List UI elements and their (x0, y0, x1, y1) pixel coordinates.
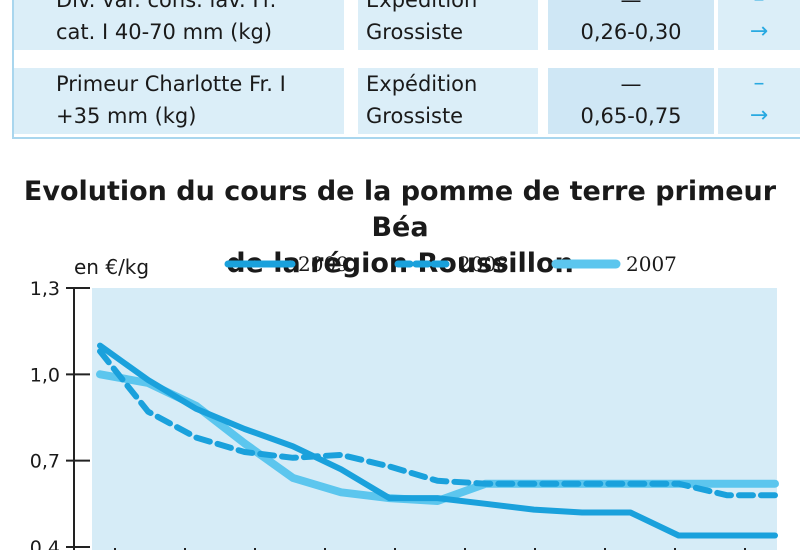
stage-label: Grossiste (366, 20, 464, 44)
price-value: 0,26-0,30 (580, 20, 682, 44)
table-bottom-rule (12, 137, 800, 139)
table-row-product: Div. var. cons. lav. Fr. cat. I 40-70 mm… (14, 0, 344, 50)
product-line: cat. I 40-70 mm (kg) (56, 20, 273, 44)
table-row-product: Primeur Charlotte Fr. I +35 mm (kg) (14, 68, 344, 134)
legend-label: 2008 (458, 252, 509, 276)
table-row-price: — 0,65-0,75 (548, 68, 714, 134)
series-line-2008 (97, 348, 778, 499)
series-line-2009 (97, 342, 778, 539)
price-value: 0,65-0,75 (580, 104, 682, 128)
trend-arrow-icon: → (749, 103, 769, 128)
table-row-trend: – → (718, 68, 800, 134)
product-line: Primeur Charlotte Fr. I (56, 72, 286, 96)
chart-title-line: Evolution du cours de la pomme de terre … (23, 176, 777, 243)
price-value: — (620, 0, 642, 12)
trend-arrow-icon: → (749, 19, 769, 44)
legend-label: 2007 (626, 252, 677, 276)
table-left-rule (12, 0, 14, 138)
table-row-price: — 0,26-0,30 (548, 0, 714, 50)
price-value: — (620, 72, 642, 96)
table-row-stage: Expédition Grossiste (358, 68, 538, 134)
plot-area (92, 288, 777, 550)
y-tick-label: 1,3 (30, 278, 60, 300)
y-tick-label: 0,4 (30, 537, 60, 550)
table-row-trend: – → (718, 0, 800, 50)
price-table: Div. var. cons. lav. Fr. cat. I 40-70 mm… (0, 0, 800, 140)
legend-label: 2009 (298, 252, 349, 276)
product-line: Div. var. cons. lav. Fr. (56, 0, 277, 12)
table-row-stage: Expédition Grossiste (358, 0, 538, 50)
trend-icon: – (718, 0, 800, 16)
y-tick-label: 1,0 (30, 364, 60, 386)
stage-label: Expédition (366, 0, 478, 12)
stage-label: Grossiste (366, 104, 464, 128)
product-line: +35 mm (kg) (56, 104, 197, 128)
stage-label: Expédition (366, 72, 478, 96)
y-axis-label: en €/kg (74, 255, 149, 279)
trend-icon: – (753, 71, 765, 96)
y-tick-label: 0,7 (30, 451, 60, 473)
